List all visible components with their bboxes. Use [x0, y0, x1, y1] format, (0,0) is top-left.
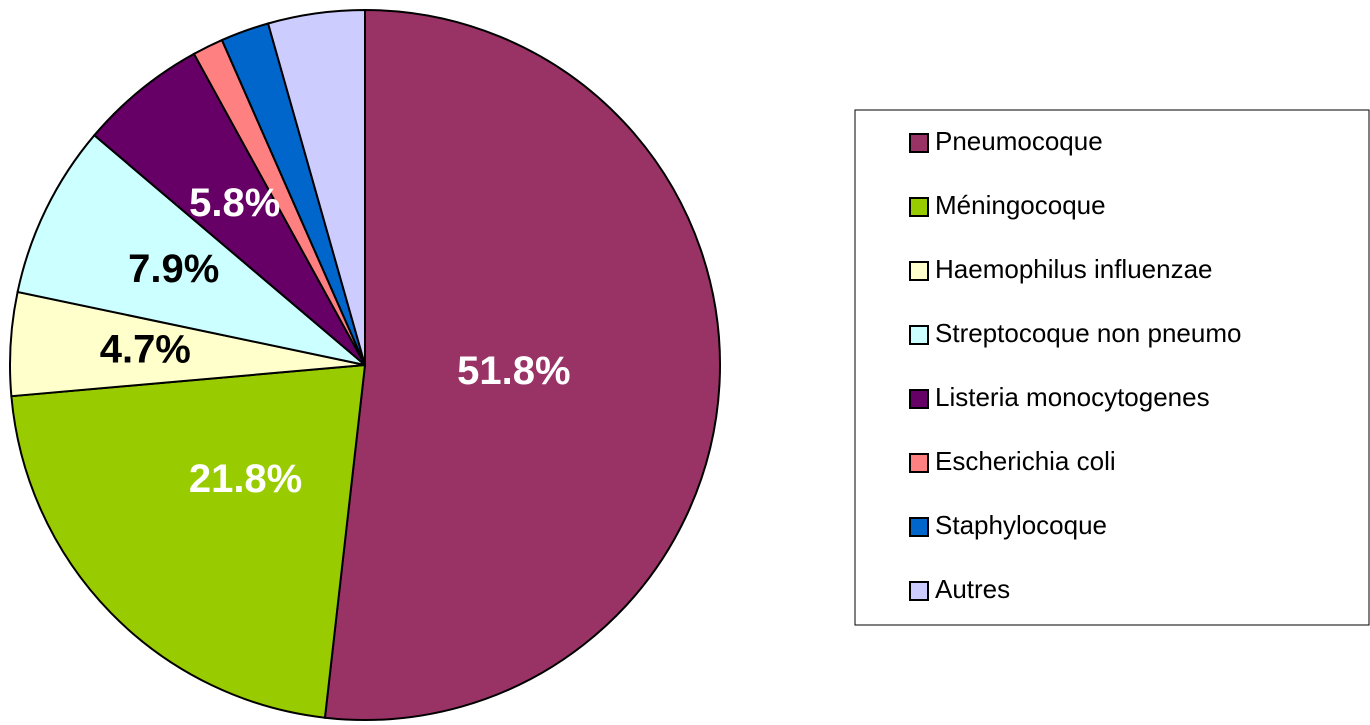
legend-label: Listeria monocytogenes [935, 382, 1210, 412]
legend-swatch [909, 261, 929, 281]
legend-label: Autres [935, 574, 1010, 604]
legend-swatch [909, 133, 929, 153]
pie-slice [266, 8, 366, 366]
pie-slice [92, 52, 366, 366]
legend-label: Escherichia coli [935, 446, 1116, 476]
legend-label: Streptocoque non pneumo [935, 318, 1241, 348]
data-label: 7.9% [128, 247, 219, 291]
data-label: 4.7% [100, 327, 191, 371]
pie-slice [10, 363, 367, 719]
legend-swatch [909, 389, 929, 409]
data-label: 51.8% [457, 349, 570, 393]
pie-slice [16, 133, 366, 366]
pie-slice [323, 8, 721, 721]
legend-label: Méningocoque [935, 190, 1106, 220]
legend-swatch [909, 581, 929, 601]
legend-swatch [909, 453, 929, 473]
data-label: 21.8% [189, 457, 302, 501]
legend-swatch [909, 197, 929, 217]
legend-swatch [909, 517, 929, 537]
legend-swatch [909, 325, 929, 345]
legend-label: Staphylocoque [935, 510, 1107, 540]
legend-label: Haemophilus influenzae [935, 254, 1213, 284]
legend-label: Pneumocoque [935, 126, 1103, 156]
data-label: 5.8% [189, 181, 280, 225]
legend-box [854, 109, 1370, 626]
